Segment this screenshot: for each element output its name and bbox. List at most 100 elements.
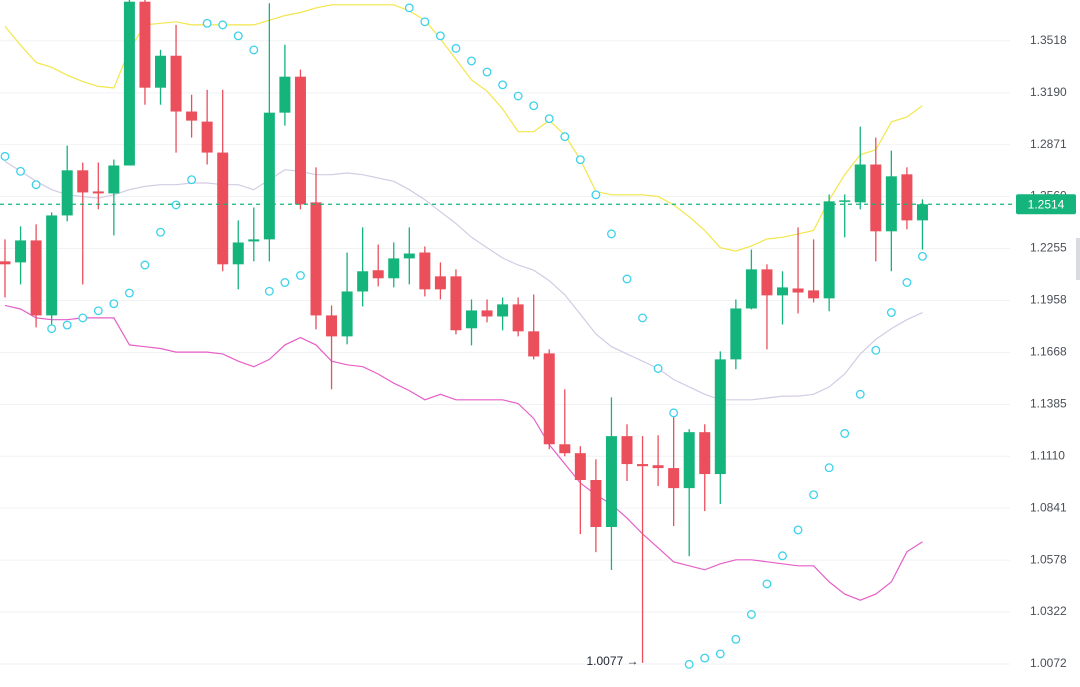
- sar-dot: [762, 579, 772, 589]
- y-tick-label: 1.0322: [1030, 604, 1067, 618]
- candle-body: [279, 76, 291, 113]
- sar-dot: [886, 308, 896, 318]
- sar-dot: [78, 313, 88, 323]
- candle-body: [590, 480, 602, 527]
- sar-dot: [249, 45, 259, 55]
- candle-body: [854, 164, 866, 203]
- candle-body: [839, 200, 851, 202]
- sar-dot: [435, 31, 445, 41]
- candle-body: [123, 1, 135, 166]
- candle-body: [497, 304, 509, 317]
- y-tick-label: 1.2871: [1030, 137, 1067, 151]
- candle-body: [217, 152, 229, 265]
- candle-body: [916, 204, 928, 221]
- sar-dot: [902, 278, 912, 287]
- scrollbar: [1076, 238, 1080, 280]
- candle-body: [605, 436, 617, 527]
- y-tick-label: 1.1958: [1030, 293, 1067, 307]
- sar-dot: [264, 286, 274, 296]
- candle-body: [186, 111, 198, 121]
- candle-body: [559, 444, 571, 454]
- candle-body: [528, 331, 540, 357]
- y-tick-label: 1.1668: [1030, 345, 1067, 359]
- sar-dot: [47, 324, 57, 334]
- candle-body: [388, 258, 400, 279]
- candle-body: [777, 287, 788, 296]
- candle-body: [512, 304, 524, 332]
- candle-body: [263, 112, 275, 240]
- candle-body: [46, 215, 58, 316]
- candle-body: [61, 170, 73, 216]
- candle-body: [341, 291, 353, 337]
- candle-body: [699, 432, 711, 475]
- sar-dot: [653, 364, 663, 373]
- sar-dot: [793, 525, 803, 535]
- sar-dot: [731, 634, 741, 644]
- band-line: [4, 160, 923, 401]
- candle-body: [92, 191, 104, 194]
- sar-dot: [171, 200, 181, 210]
- sar-dot: [280, 278, 290, 287]
- sar-dot: [560, 132, 570, 142]
- sar-dot: [16, 166, 25, 176]
- candle-body: [901, 174, 913, 221]
- candle-body: [139, 1, 151, 88]
- sar-dot: [715, 649, 725, 659]
- y-tick-label: 1.3190: [1030, 85, 1067, 99]
- y-tick-label: 1.3518: [1030, 33, 1067, 47]
- sar-dot: [482, 67, 492, 77]
- plot-area: [0, 0, 928, 669]
- sar-dot: [855, 389, 865, 399]
- sar-dot: [498, 80, 508, 90]
- candle-body: [714, 359, 726, 475]
- sar-dot: [607, 229, 616, 239]
- candle-body: [170, 55, 182, 112]
- candle-body: [403, 253, 415, 259]
- sar-dot: [871, 345, 881, 355]
- sar-dot: [638, 313, 647, 323]
- low-annotation: 1.0077 →: [587, 654, 639, 668]
- sar-dot: [529, 101, 539, 111]
- candle-body: [0, 261, 11, 265]
- candle-body: [77, 170, 89, 193]
- candle-body: [232, 242, 244, 265]
- sar-dot: [591, 190, 601, 200]
- sar-dot: [778, 551, 787, 561]
- grid: [0, 40, 1010, 665]
- sar-dot: [513, 91, 523, 101]
- candle-body: [326, 315, 338, 337]
- sar-dot: [700, 653, 710, 663]
- candle-body: [637, 464, 649, 467]
- candle-body: [466, 310, 477, 329]
- candle-body: [155, 55, 166, 88]
- sar-dot: [824, 463, 834, 473]
- y-tick-label: 1.2255: [1030, 241, 1067, 255]
- sar-dot: [544, 114, 554, 124]
- candle-body: [481, 310, 493, 317]
- candle-body: [792, 288, 804, 293]
- sar-dot: [404, 3, 414, 13]
- sar-dot: [575, 155, 585, 165]
- last-price-label: 1.2514: [1028, 197, 1065, 211]
- sar-dot: [124, 288, 134, 298]
- sar-dot: [109, 299, 119, 309]
- candle-body: [294, 76, 306, 205]
- candle-body: [808, 290, 820, 299]
- sar-dot: [684, 659, 694, 669]
- candle-body: [30, 240, 42, 316]
- sar-dot: [202, 18, 212, 28]
- sar-dot: [156, 227, 165, 237]
- sar-dot: [140, 260, 150, 270]
- candle-body: [434, 276, 446, 290]
- sar-dot: [467, 56, 476, 66]
- sar-dot: [0, 151, 10, 161]
- sar-dot: [420, 17, 430, 27]
- candle-body: [621, 436, 633, 465]
- candle-body: [310, 202, 322, 316]
- candle-body: [870, 164, 882, 232]
- y-tick-label: 1.1110: [1030, 448, 1065, 462]
- band-line: [4, 304, 923, 601]
- candle-body: [761, 269, 773, 296]
- candle-body: [543, 353, 555, 445]
